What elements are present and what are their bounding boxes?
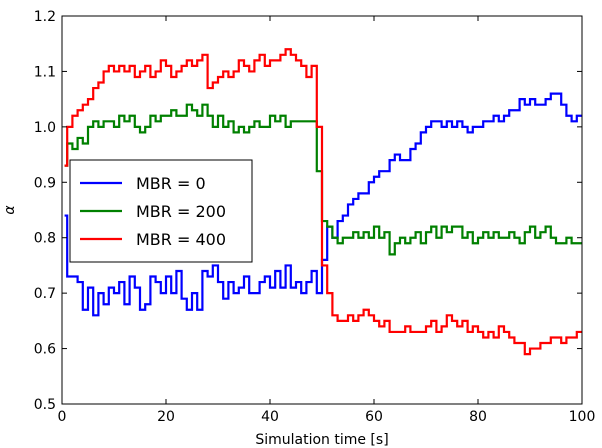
legend: MBR = 0 MBR = 200 MBR = 400 bbox=[69, 159, 253, 263]
y-tick-label: 1.1 bbox=[34, 64, 56, 80]
x-tick-label: 100 bbox=[569, 409, 596, 425]
y-tick-label: 1.2 bbox=[34, 9, 56, 25]
y-tick-label: 1.0 bbox=[34, 120, 56, 136]
x-tick-label: 0 bbox=[58, 409, 67, 425]
series-line-1 bbox=[64, 103, 582, 256]
series-line-0 bbox=[64, 92, 582, 317]
y-tick-label: 0.7 bbox=[34, 286, 56, 302]
x-tick-label: 40 bbox=[261, 409, 279, 425]
y-tick-label: 0.5 bbox=[34, 397, 56, 413]
x-tick-label: 60 bbox=[365, 409, 383, 425]
y-axis-label: α bbox=[2, 205, 18, 215]
plot-area bbox=[64, 48, 582, 356]
x-tick-label: 20 bbox=[157, 409, 175, 425]
legend-label-1: MBR = 200 bbox=[136, 202, 226, 221]
y-tick-label: 0.8 bbox=[34, 231, 56, 247]
y-tick-label: 0.9 bbox=[34, 175, 56, 191]
series-line-2 bbox=[64, 48, 582, 356]
x-tick-label: 80 bbox=[469, 409, 487, 425]
legend-label-2: MBR = 400 bbox=[136, 230, 226, 249]
x-axis-label: Simulation time [s] bbox=[255, 432, 388, 448]
axis-ticks: 0 20 40 60 80 100 0.5 0.6 0.7 0.8 0.9 1.0 1.1 1.2 bbox=[34, 9, 596, 425]
legend-label-0: MBR = 0 bbox=[136, 174, 206, 193]
axes-frame bbox=[61, 15, 583, 405]
y-tick-label: 0.6 bbox=[34, 342, 56, 358]
